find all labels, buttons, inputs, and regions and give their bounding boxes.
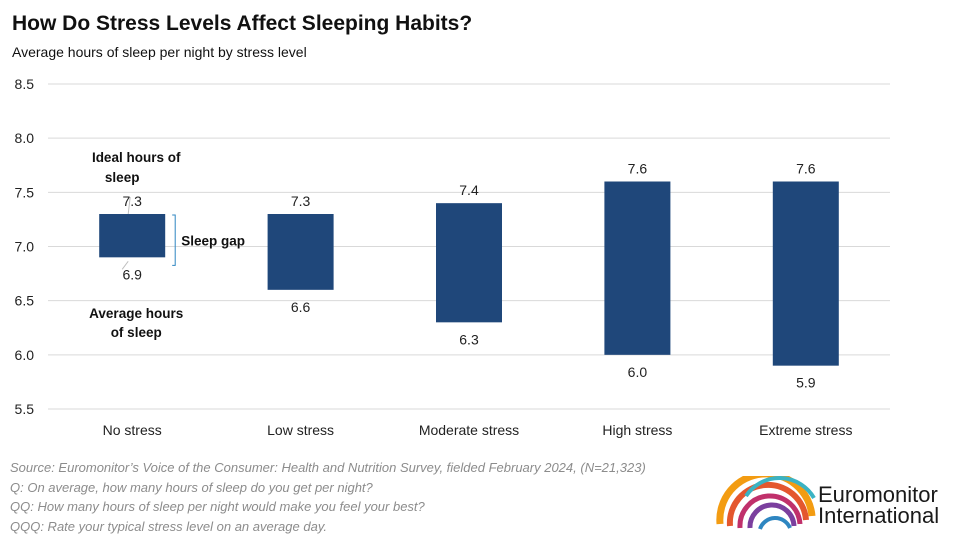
- chart-title: How Do Stress Levels Affect Sleeping Hab…: [12, 12, 473, 35]
- ideal-annotation: Ideal hours of: [92, 150, 181, 165]
- y-tick-label: 6.0: [15, 347, 35, 363]
- y-tick-label: 8.5: [15, 76, 35, 92]
- y-tick-label: 5.5: [15, 401, 35, 417]
- x-category-label: High stress: [602, 422, 672, 438]
- logo-arcs-icon: [716, 470, 816, 530]
- average-value-label: 6.6: [291, 299, 311, 315]
- ideal-value-label: 7.6: [796, 161, 816, 177]
- euromonitor-logo: Euromonitor International: [716, 470, 952, 530]
- average-value-label: 6.9: [122, 266, 142, 282]
- sleep-gap-bracket: [172, 214, 176, 266]
- floating-bar-chart: 5.5 6.0 6.5 7.0 7.5 8.0 8.5 7.3 6.9 No stress 7.3 6…: [15, 76, 890, 438]
- y-tick-label: 6.5: [15, 293, 35, 309]
- sleep-gap-bar: [267, 214, 334, 290]
- average-value-label: 6.0: [628, 364, 648, 380]
- y-tick-label: 8.0: [15, 130, 35, 146]
- x-category-label: Moderate stress: [419, 422, 519, 438]
- source-line: QQQ: Rate your typical stress level on a…: [10, 518, 327, 534]
- sleep-gap-bar: [99, 214, 166, 258]
- y-tick-label: 7.5: [15, 184, 35, 200]
- ideal-leader-line: [127, 196, 131, 215]
- logo-line2: International: [818, 503, 940, 528]
- average-value-label: 6.3: [459, 331, 479, 347]
- sleep-gap-bar: [604, 181, 671, 355]
- chart-subtitle: Average hours of sleep per night by stre…: [12, 44, 307, 60]
- average-annotation: Average hours: [89, 306, 183, 321]
- ideal-value-label: 7.3: [122, 193, 142, 209]
- average-annotation: of sleep: [111, 325, 162, 340]
- ideal-value-label: 7.6: [628, 161, 648, 177]
- average-leader-line: [121, 261, 129, 270]
- source-line: Source: Euromonitor’s Voice of the Consu…: [10, 460, 646, 475]
- x-category-label: Extreme stress: [759, 422, 852, 438]
- source-line: QQ: How many hours of sleep per night wo…: [10, 499, 425, 514]
- source-line: Q: On average, how many hours of sleep d…: [10, 479, 373, 495]
- y-tick-label: 7.0: [15, 239, 35, 255]
- logo-text: Euromonitor International: [818, 482, 940, 528]
- sleep-gap-bar: [436, 203, 502, 323]
- average-value-label: 5.9: [796, 375, 816, 391]
- source-notes: Source: Euromonitor’s Voice of the Consu…: [10, 458, 646, 536]
- ideal-annotation: sleep: [105, 170, 140, 185]
- sleep-gap-bar: [772, 181, 839, 366]
- x-category-label: Low stress: [267, 422, 334, 438]
- sleep-gap-annotation: Sleep gap: [181, 234, 245, 249]
- ideal-value-label: 7.3: [291, 193, 311, 209]
- ideal-value-label: 7.4: [459, 182, 479, 198]
- x-category-label: No stress: [103, 422, 162, 438]
- logo-line1: Euromonitor: [818, 482, 938, 507]
